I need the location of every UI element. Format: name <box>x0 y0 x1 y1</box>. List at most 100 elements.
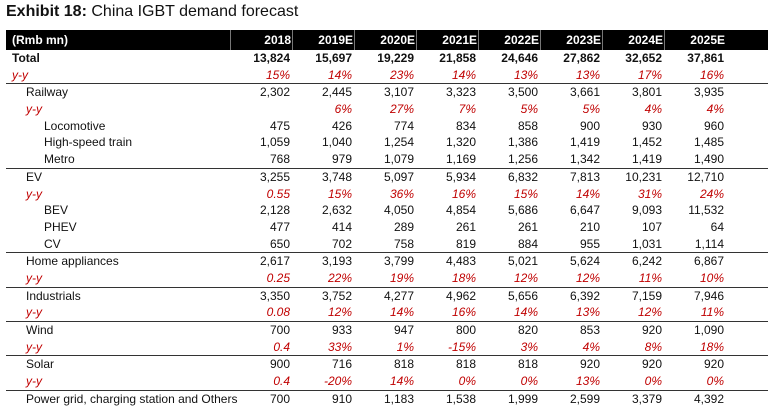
value-cell: 910 <box>331 391 352 406</box>
value-cell: 960 <box>703 118 724 133</box>
value-cell: 1,040 <box>321 135 352 150</box>
value-cell: 33% <box>327 339 352 354</box>
subcategory-row: Metro 768 979 1,079 1,169 1,256 1,342 1,419 1,49… <box>6 151 768 168</box>
value-cell: 14% <box>513 305 538 320</box>
value-cell: 289 <box>393 219 414 234</box>
row-label: y-y <box>26 102 42 117</box>
value-cell: 5,624 <box>569 254 600 269</box>
row-label: y-y <box>26 305 42 320</box>
value-cell: 1,183 <box>383 391 414 406</box>
value-cell: 15,697 <box>315 51 352 65</box>
row-label: Railway <box>26 85 69 100</box>
value-cell: 4,483 <box>445 254 476 269</box>
value-cell: 4% <box>582 339 600 354</box>
value-cell: 18% <box>699 339 724 354</box>
value-cell: 0% <box>706 374 724 389</box>
year-header: 2021E <box>416 30 477 50</box>
row-label: BEV <box>44 203 69 218</box>
value-cell: 1,538 <box>445 391 476 406</box>
subcategory-row: PHEV 477 414 289 261 261 210 107 64 <box>6 219 768 236</box>
year-header: 2018 <box>230 30 291 50</box>
value-cell: 36% <box>389 186 414 201</box>
value-cell: 5,656 <box>507 288 538 303</box>
exhibit-title-text: China IGBT demand forecast <box>91 3 299 20</box>
value-cell: 10% <box>699 270 724 285</box>
value-cell: 261 <box>455 219 476 234</box>
value-cell: 4,962 <box>445 288 476 303</box>
total-row: Total 13,824 15,697 19,229 21,858 24,646 27,86… <box>6 50 768 67</box>
row-label: Wind <box>26 323 54 337</box>
value-cell: 716 <box>331 357 352 372</box>
value-cell: 1,059 <box>259 135 290 150</box>
row-label: Solar <box>26 357 55 372</box>
value-cell: 4,854 <box>445 203 476 218</box>
value-cell: 900 <box>269 357 290 372</box>
value-cell: 768 <box>269 152 290 167</box>
value-cell: 27,862 <box>563 51 600 65</box>
value-cell: 1,490 <box>693 152 724 167</box>
value-cell: 2,599 <box>569 391 600 406</box>
value-cell: 1,114 <box>694 236 724 251</box>
value-cell: 5,021 <box>507 254 538 269</box>
value-cell: 13,824 <box>253 51 290 65</box>
value-cell: 800 <box>455 323 476 337</box>
row-label: Metro <box>44 152 75 167</box>
value-cell: 10,231 <box>625 169 662 184</box>
value-cell: 853 <box>579 323 600 337</box>
value-cell: 11% <box>638 270 662 285</box>
subcategory-row: BEV 2,128 2,632 4,050 4,854 5,686 6,647 9,093 11… <box>6 202 768 219</box>
value-cell: 3,350 <box>259 288 290 303</box>
value-cell: 0% <box>458 374 476 389</box>
yy-row: y-y 0.4 -20% 14% 0% 0% 13% 0% 0% <box>6 373 768 390</box>
yy-row: y-y 6% 27% 7% 5% 5% 4% 4% <box>6 101 768 118</box>
value-cell: 4% <box>706 102 724 117</box>
value-cell: 3,323 <box>445 85 476 100</box>
unit-label: (Rmb mn) <box>12 33 68 47</box>
row-label: Power grid, charging station and Others <box>26 391 238 406</box>
value-cell: 0.4 <box>273 339 290 354</box>
forecast-table: (Rmb mn) 2018 2019E 2020E 2021E 2022E 20… <box>6 30 768 407</box>
value-cell: 1,999 <box>507 391 538 406</box>
value-cell: 7,946 <box>693 288 724 303</box>
value-cell: 818 <box>455 357 476 372</box>
value-cell: 13% <box>575 305 600 320</box>
value-cell: 12% <box>327 305 352 320</box>
category-row: Solar 900 716 818 818 818 920 920 920 <box>6 355 768 373</box>
row-label: y-y <box>26 186 42 201</box>
value-cell: 3,748 <box>321 169 352 184</box>
value-cell: 818 <box>393 357 414 372</box>
yy-row: y-y 0.4 33% 1% -15% 3% 4% 8% 18% <box>6 339 768 356</box>
value-cell: 819 <box>455 236 476 251</box>
row-label: y-y <box>26 374 42 389</box>
value-cell: 414 <box>331 219 352 234</box>
value-cell: 11,532 <box>688 203 724 218</box>
value-cell: 13% <box>513 67 538 82</box>
value-cell: 12% <box>637 305 662 320</box>
year-header: 2019E <box>292 30 353 50</box>
year-header: 2024E <box>602 30 663 50</box>
value-cell: 858 <box>517 118 538 133</box>
value-cell: -15% <box>447 339 476 354</box>
value-cell: 4,277 <box>383 288 414 303</box>
row-label: Locomotive <box>44 118 106 133</box>
value-cell: 1,079 <box>383 152 414 167</box>
value-cell: 884 <box>517 236 538 251</box>
value-cell: 6,647 <box>569 203 600 218</box>
value-cell: 6,832 <box>507 169 538 184</box>
value-cell: 13% <box>575 374 600 389</box>
value-cell: 107 <box>641 219 662 234</box>
value-cell: 14% <box>327 67 352 82</box>
value-cell: 5,934 <box>445 169 476 184</box>
value-cell: 3,799 <box>383 254 414 269</box>
value-cell: 8% <box>644 339 662 354</box>
value-cell: 12% <box>513 270 538 285</box>
value-cell: 920 <box>641 323 662 337</box>
value-cell: 650 <box>269 236 290 251</box>
value-cell: 64 <box>710 219 724 234</box>
subcategory-row: High-speed train 1,059 1,040 1,254 1,320 1,38… <box>6 134 768 151</box>
value-cell: 758 <box>393 236 414 251</box>
value-cell: 933 <box>331 323 352 337</box>
row-label: y-y <box>12 67 28 82</box>
value-cell: 23% <box>389 67 414 82</box>
value-cell: 19,229 <box>377 51 414 65</box>
